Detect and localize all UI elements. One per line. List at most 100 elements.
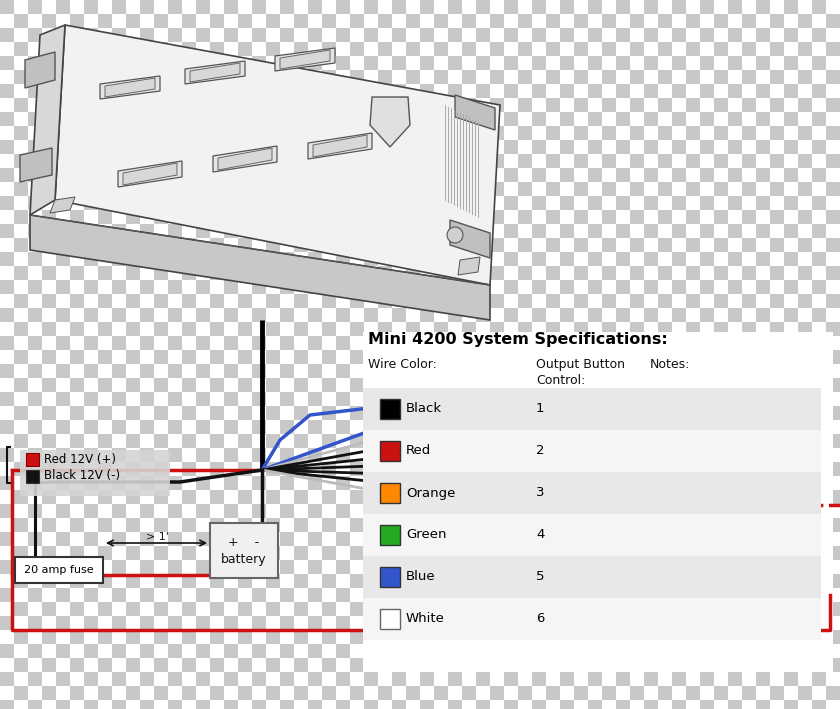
Bar bbox=[322, 238, 336, 252]
Bar bbox=[154, 56, 168, 70]
Bar bbox=[140, 98, 154, 112]
Bar bbox=[126, 98, 140, 112]
Bar bbox=[70, 126, 84, 140]
Bar bbox=[294, 350, 308, 364]
Bar bbox=[602, 0, 616, 14]
Bar bbox=[532, 546, 546, 560]
Bar bbox=[448, 616, 462, 630]
Bar bbox=[686, 266, 700, 280]
Bar bbox=[252, 224, 266, 238]
Bar bbox=[98, 210, 112, 224]
Bar bbox=[294, 420, 308, 434]
Bar bbox=[700, 448, 714, 462]
Bar bbox=[154, 658, 168, 672]
Bar bbox=[406, 210, 420, 224]
Bar bbox=[98, 224, 112, 238]
Bar bbox=[350, 280, 364, 294]
Bar bbox=[280, 672, 294, 686]
Bar bbox=[420, 434, 434, 448]
Bar bbox=[336, 140, 350, 154]
Bar bbox=[196, 56, 210, 70]
Bar bbox=[812, 546, 826, 560]
Bar bbox=[0, 308, 14, 322]
Bar bbox=[630, 126, 644, 140]
Bar bbox=[84, 308, 98, 322]
Bar bbox=[686, 546, 700, 560]
Bar bbox=[98, 644, 112, 658]
Bar bbox=[336, 280, 350, 294]
Bar bbox=[196, 364, 210, 378]
Bar bbox=[196, 658, 210, 672]
Bar bbox=[392, 420, 406, 434]
Bar bbox=[658, 350, 672, 364]
Text: battery: battery bbox=[221, 554, 267, 566]
Bar bbox=[140, 70, 154, 84]
Bar bbox=[672, 420, 686, 434]
Bar bbox=[350, 154, 364, 168]
Bar bbox=[168, 364, 182, 378]
Bar bbox=[532, 154, 546, 168]
Bar bbox=[126, 336, 140, 350]
Bar bbox=[532, 644, 546, 658]
Bar bbox=[126, 14, 140, 28]
Bar bbox=[602, 98, 616, 112]
Bar bbox=[770, 532, 784, 546]
Bar bbox=[476, 84, 490, 98]
Bar bbox=[448, 574, 462, 588]
Bar bbox=[308, 126, 322, 140]
Bar bbox=[350, 350, 364, 364]
Bar bbox=[182, 84, 196, 98]
Bar bbox=[168, 616, 182, 630]
Bar bbox=[532, 532, 546, 546]
Bar bbox=[644, 280, 658, 294]
Bar bbox=[476, 448, 490, 462]
Bar bbox=[280, 84, 294, 98]
Bar bbox=[70, 602, 84, 616]
Bar bbox=[490, 126, 504, 140]
Bar bbox=[380, 399, 400, 419]
Bar bbox=[630, 224, 644, 238]
Bar bbox=[700, 658, 714, 672]
Bar bbox=[826, 14, 840, 28]
Bar bbox=[126, 602, 140, 616]
Bar bbox=[686, 434, 700, 448]
Bar bbox=[462, 518, 476, 532]
Bar bbox=[588, 308, 602, 322]
Bar bbox=[210, 518, 224, 532]
Bar bbox=[476, 364, 490, 378]
Polygon shape bbox=[100, 76, 160, 99]
Bar bbox=[602, 322, 616, 336]
Bar bbox=[770, 574, 784, 588]
Bar bbox=[392, 476, 406, 490]
Bar bbox=[770, 154, 784, 168]
Bar bbox=[574, 98, 588, 112]
Bar bbox=[350, 462, 364, 476]
Bar bbox=[812, 602, 826, 616]
Bar bbox=[714, 350, 728, 364]
Bar bbox=[294, 56, 308, 70]
Bar bbox=[154, 322, 168, 336]
Bar bbox=[70, 532, 84, 546]
Bar bbox=[714, 392, 728, 406]
Bar bbox=[14, 42, 28, 56]
Bar bbox=[28, 616, 42, 630]
Bar bbox=[742, 448, 756, 462]
Bar bbox=[28, 462, 42, 476]
Bar bbox=[714, 336, 728, 350]
Bar bbox=[406, 476, 420, 490]
Bar bbox=[252, 448, 266, 462]
Bar bbox=[252, 350, 266, 364]
Bar bbox=[700, 98, 714, 112]
Bar bbox=[644, 644, 658, 658]
Bar bbox=[322, 14, 336, 28]
Bar bbox=[490, 560, 504, 574]
Bar bbox=[686, 686, 700, 700]
Polygon shape bbox=[213, 146, 277, 172]
Bar bbox=[28, 392, 42, 406]
Bar bbox=[770, 238, 784, 252]
Bar bbox=[756, 182, 770, 196]
Bar bbox=[812, 238, 826, 252]
Bar bbox=[14, 560, 28, 574]
Bar bbox=[826, 364, 840, 378]
Bar bbox=[98, 518, 112, 532]
